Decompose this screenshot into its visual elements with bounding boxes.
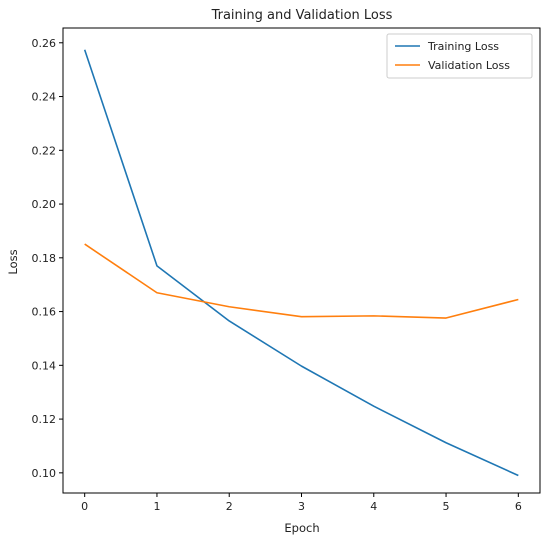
x-tick-label: 6 bbox=[515, 500, 522, 513]
y-tick-label: 0.14 bbox=[32, 359, 57, 372]
y-tick-label: 0.16 bbox=[32, 306, 57, 319]
legend-label: Training Loss bbox=[427, 40, 499, 53]
legend-label: Validation Loss bbox=[428, 59, 510, 72]
plot-frame bbox=[62, 27, 541, 494]
x-tick-label: 3 bbox=[298, 500, 305, 513]
legend: Training Loss Validation Loss bbox=[386, 33, 533, 79]
series-line-validation-loss bbox=[84, 243, 519, 319]
y-tick-label: 0.18 bbox=[32, 252, 57, 265]
y-tick-label: 0.26 bbox=[32, 37, 57, 50]
chart-title: Training and Validation Loss bbox=[211, 8, 393, 23]
y-axis-label: Loss bbox=[6, 249, 20, 274]
x-tick-label: 2 bbox=[226, 500, 233, 513]
x-tick-label: 5 bbox=[443, 500, 450, 513]
y-tick-label: 0.22 bbox=[32, 144, 57, 157]
y-tick-label: 0.24 bbox=[32, 91, 57, 104]
x-tick-label: 0 bbox=[81, 500, 88, 513]
y-tick-label: 0.12 bbox=[32, 413, 57, 426]
series-line-training-loss bbox=[83, 49, 519, 477]
y-tick-label: 0.20 bbox=[32, 198, 57, 211]
x-tick-label: 4 bbox=[370, 500, 377, 513]
y-tick-label: 0.10 bbox=[32, 467, 57, 480]
x-axis-label: Epoch bbox=[284, 521, 319, 535]
legend-box bbox=[386, 33, 533, 79]
x-tick-label: 1 bbox=[153, 500, 160, 513]
